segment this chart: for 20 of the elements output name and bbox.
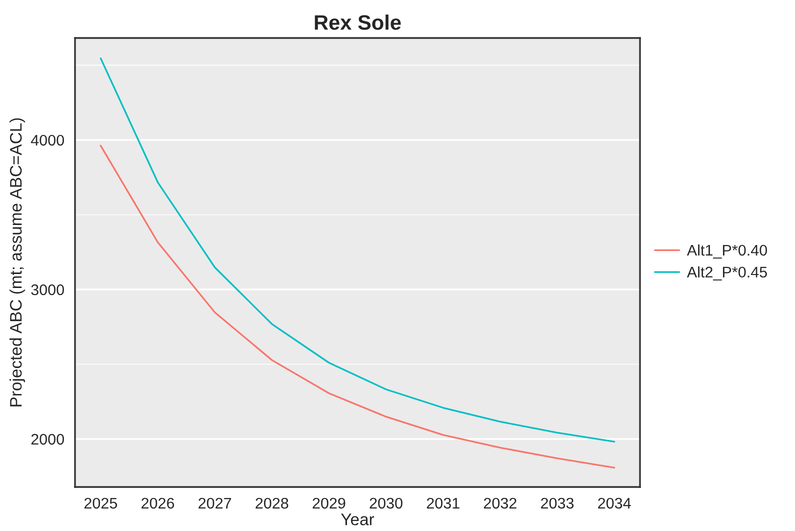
x-tick-label: 2026 [142,498,174,509]
x-tick-label: 2033 [541,498,574,509]
x-tick-label: 2029 [312,498,346,509]
legend-label: Alt2_P*0.45 [686,266,767,280]
y-tick-label: 2000 [31,434,64,445]
x-tick-label: 2032 [484,498,516,509]
x-tick-label: 2025 [84,498,118,509]
x-tick-label: 2030 [370,498,402,509]
x-tick-label: 2027 [198,498,232,509]
x-axis-title: Year [341,514,374,526]
x-tick-label: 2028 [256,498,288,509]
y-tick-label: 3000 [31,284,64,296]
x-tick-label: 2031 [426,498,460,509]
y-axis-title: Projected ABC (mt; assume ABC=ACL) [10,118,26,406]
legend-label: Alt1_P*0.40 [686,244,767,259]
x-tick-label: 2034 [598,498,631,509]
y-tick-label: 4000 [30,134,64,146]
line-series [100,58,616,443]
chart-title: Rex Sole [314,14,401,30]
line-series [100,144,616,469]
